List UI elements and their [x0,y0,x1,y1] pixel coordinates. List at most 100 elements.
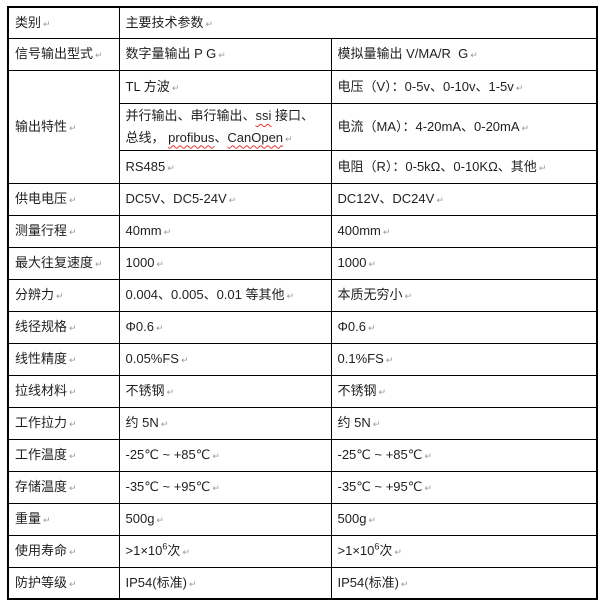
cell-text: 约 5N [125,415,159,431]
paragraph-mark-icon: ↵ [166,387,175,398]
spec-table-row: 类别 ↵ 主要技术参数 ↵ [7,6,598,39]
paragraph-mark-icon: ↵ [43,19,51,30]
paragraph-mark-icon: ↵ [436,195,444,206]
spec-row-label-cell: 线性精度 ↵ [7,342,120,376]
cell-text: 使用寿命 [15,543,68,559]
paragraph-mark-icon: ↵ [95,50,103,61]
cell-text: 、 [214,129,228,145]
paragraph-mark-icon: ↵ [394,547,402,558]
spec-value-cell: -35℃ ~ +95℃ ↵ [118,470,332,504]
cell-text: 并行输出、串行输出、 [125,108,256,124]
cell-text: 电阻（R）：0-5kΩ、0-10KΩ、其他 [337,158,537,174]
paragraph-mark-icon: ↵ [212,451,220,462]
spec-value-cell: IP54(标准) ↵ [330,566,598,600]
spec-row-label-cell: 分辨力 ↵ [7,278,120,312]
spec-table-row: 防护等级 ↵ IP54(标准) ↵ IP54(标准) ↵ [7,566,598,600]
paragraph-mark-icon: ↵ [205,19,214,30]
spec-table-row: 使用寿命 ↵ >1×106次 ↵ >1×106次 ↵ [7,534,598,568]
paragraph-mark-icon: ↵ [382,227,391,238]
spec-value-cell: Φ0.6 ↵ [330,310,598,344]
spec-value-cell: 0.1%FS ↵ [330,342,598,376]
paragraph-mark-icon: ↵ [372,419,381,430]
spec-table-row: 工作温度 ↵ -25℃ ~ +85℃ ↵ -25℃ ~ +85℃ ↵ [7,438,598,472]
spec-row-label-cell: 信号输出型式 ↵ [7,37,120,71]
spec-row-label-cell: 测量行程 ↵ [7,214,120,248]
cell-text: 40mm [125,223,162,239]
spec-value-cell: 不锈钢 ↵ [118,374,332,408]
paragraph-mark-icon: ↵ [424,451,432,462]
spec-value-cell: 数字量输出 P G ↵ [118,37,332,71]
spec-table-row: 并行输出、串行输出、ssi 接口、总线， profibus、CanOpen ↵ 电流… [8,102,598,151]
cell-text: -35℃ ~ +95℃ [337,479,423,495]
cell-text: 工作温度 [15,447,68,463]
cell-text: 输出特性 [15,118,68,134]
spec-table-row: 线径规格 ↵ Φ0.6 ↵ Φ0.6 ↵ [7,310,598,344]
cell-text: Φ0.6 [337,319,366,335]
spec-value-cell: 并行输出、串行输出、ssi 接口、总线， profibus、CanOpen ↵ [118,102,332,151]
spec-value-cell: 约 5N ↵ [330,406,598,440]
spec-value-cell: 约 5N ↵ [118,406,332,440]
paragraph-mark-icon: ↵ [43,515,51,526]
spec-value-cell: 主要技术参数 ↵ [118,6,598,39]
spec-value-cell: 500g ↵ [118,502,332,536]
spec-value-cell: 1000 ↵ [118,246,332,280]
paragraph-mark-icon: ↵ [95,259,103,270]
cell-text: >1×10 [125,543,163,559]
cell-text: 防护等级 [15,575,68,591]
paragraph-mark-icon: ↵ [167,162,175,173]
paragraph-mark-icon: ↵ [171,82,180,93]
paragraph-mark-icon: ↵ [538,162,547,173]
cell-text: 主要技术参数 [125,15,204,31]
spellcheck-underlined-text: ssi [255,108,272,124]
superscript-text: 6 [162,541,168,552]
spec-row-label-cell: 类别 ↵ [7,6,120,39]
spec-row-label-cell: 使用寿命 ↵ [7,534,120,568]
spec-row-label-cell: 存储温度 ↵ [7,470,120,504]
cell-text: 接口、总线， [125,108,315,145]
paragraph-mark-icon: ↵ [470,50,478,61]
technical-specs-table: 类别 ↵ 主要技术参数 ↵ 信号输出型式 ↵ 数字量输出 P G ↵ 模拟量输出 V/MA/R … [7,6,598,600]
cell-text: DC5V、DC5-24V [125,191,227,207]
paragraph-mark-icon: ↵ [424,483,432,494]
cell-text: 类别 [15,15,42,31]
spec-value-cell: 本质无穷小 ↵ [330,278,598,312]
spec-value-cell: 电阻（R）：0-5kΩ、0-10KΩ、其他 ↵ [330,149,598,184]
spec-value-cell: DC5V、DC5-24V ↵ [118,182,332,216]
cell-text: 400mm [337,223,381,239]
paragraph-mark-icon: ↵ [69,451,77,462]
spec-value-cell: 电压（V）：0-5v、0-10v、1-5v ↵ [330,69,598,104]
cell-text: IP54(标准) [337,575,399,591]
paragraph-mark-icon: ↵ [69,195,77,206]
spec-value-cell: 0.05%FS ↵ [118,342,332,376]
cell-text: 拉线材料 [15,383,68,399]
spec-table-row: 线性精度 ↵ 0.05%FS ↵ 0.1%FS ↵ [7,342,598,376]
paragraph-mark-icon: ↵ [69,483,77,494]
document-page: 类别 ↵ 主要技术参数 ↵ 信号输出型式 ↵ 数字量输出 P G ↵ 模拟量输出 V/MA/R … [7,6,598,600]
spec-value-cell: 40mm ↵ [118,214,332,248]
spec-table-row: RS485 ↵ 电阻（R）：0-5kΩ、0-10KΩ、其他 ↵ [8,149,598,184]
cell-text: Φ0.6 [125,319,154,335]
paragraph-mark-icon: ↵ [521,122,530,133]
spec-row-label-cell: 防护等级 ↵ [7,566,120,600]
cell-text: 模拟量输出 V/MA/R G [337,46,469,62]
cell-text: 电流（MA）：4-20mA、0-20mA [337,118,520,134]
paragraph-mark-icon: ↵ [156,259,164,270]
paragraph-mark-icon: ↵ [56,291,64,302]
spec-value-cell: Φ0.6 ↵ [118,310,332,344]
spec-value-cell: 模拟量输出 V/MA/R G ↵ [330,37,598,71]
cell-text: 本质无穷小 [337,287,403,303]
spec-row-label-cell: 输出特性 ↵ [7,69,120,184]
spec-row-label-cell: 供电电压 ↵ [7,182,120,216]
cell-text: 1000 [125,255,155,271]
cell-text: 线性精度 [15,351,68,367]
cell-text: 约 5N [337,415,371,431]
paragraph-mark-icon: ↵ [69,387,77,398]
cell-text: 0.05%FS [125,351,179,367]
paragraph-mark-icon: ↵ [212,483,220,494]
paragraph-mark-icon: ↵ [69,579,77,590]
paragraph-mark-icon: ↵ [69,323,77,334]
spec-row-label-cell: 线径规格 ↵ [7,310,120,344]
spec-value-cell: >1×106次 ↵ [118,534,332,568]
paragraph-mark-icon: ↵ [69,122,77,133]
paragraph-mark-icon: ↵ [400,579,409,590]
